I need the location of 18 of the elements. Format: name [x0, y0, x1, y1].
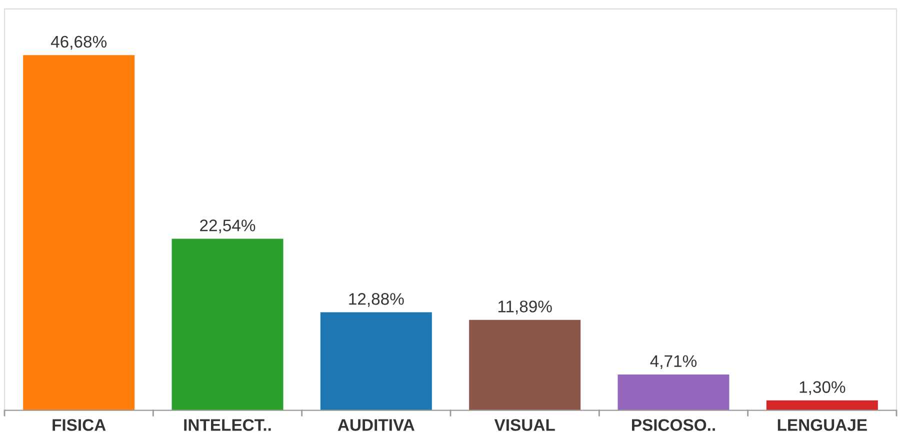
bar [618, 374, 730, 410]
bar [320, 312, 432, 410]
data-label: 11,89% [498, 300, 552, 314]
bar [23, 55, 135, 410]
bar [469, 320, 581, 410]
bar [766, 400, 878, 410]
data-label: 46,68% [50, 36, 107, 50]
x-tick-label: INTELECT.. [184, 419, 271, 431]
x-tick-label: VISUAL [494, 419, 555, 431]
bar [172, 238, 284, 410]
data-label: 12,88% [349, 293, 404, 307]
x-tick-label: AUDITIVA [338, 419, 414, 431]
x-tick-label: LENGUAJE [778, 419, 867, 431]
x-tick-label: PSICOSO.. [632, 419, 715, 431]
data-label: 22,54% [200, 220, 256, 234]
data-label: 4,71% [650, 355, 697, 369]
x-tick-label: FISICA [52, 419, 106, 431]
data-label: 1,30% [800, 381, 846, 395]
